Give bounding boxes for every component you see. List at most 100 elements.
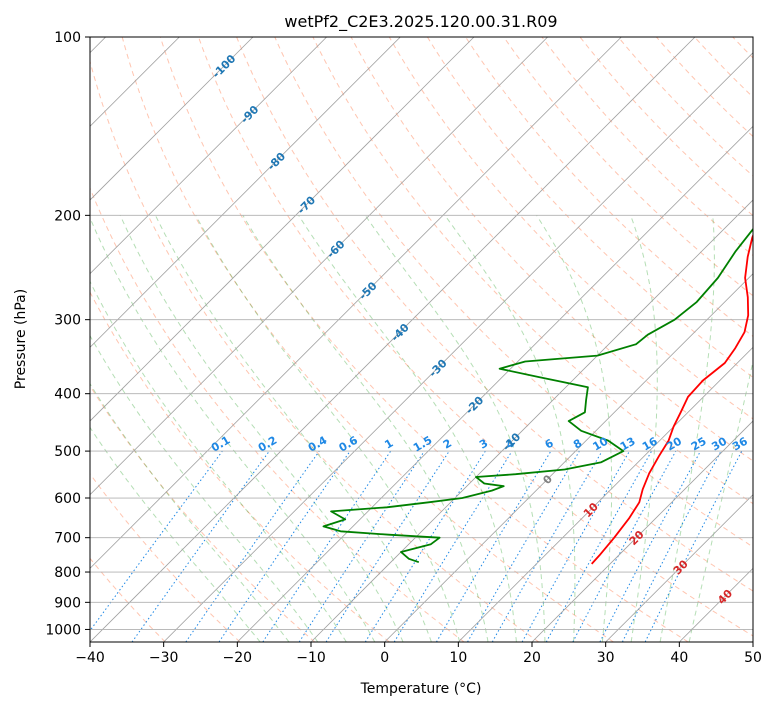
skewed-isotherm (310, 199, 753, 642)
mixing-ratio-line (572, 450, 677, 642)
dry-adiabat (312, 37, 753, 505)
moist-adiabat (90, 334, 319, 642)
y-tick-label: 800 (54, 565, 81, 581)
moist-adiabat (90, 426, 261, 642)
moist-adiabat (364, 215, 546, 642)
y-tick-label: 900 (54, 595, 81, 611)
dry-adiabat (694, 37, 753, 98)
mixing-ratio-line (435, 450, 552, 642)
dry-adiabat (121, 37, 614, 642)
isotherm-label: -60 (324, 238, 347, 261)
dry-adiabat (90, 384, 316, 642)
isotherm-label: 0 (540, 472, 555, 487)
skewed-isotherm (458, 346, 753, 642)
mixing-ratio-line (393, 450, 513, 642)
isotherm-label: 10 (581, 500, 601, 520)
moist-adiabat (688, 358, 753, 642)
isotherm-label: -30 (426, 357, 449, 380)
y-tick-label: 700 (54, 531, 81, 547)
dry-adiabat (236, 37, 753, 592)
skewed-isotherm (90, 37, 401, 348)
y-tick-label: 1000 (45, 622, 81, 638)
mixing-ratio-line (218, 450, 351, 642)
skewed-isotherm (237, 125, 753, 642)
isotherm-label: -20 (463, 393, 486, 416)
mixing-ratio-line (298, 450, 425, 642)
moist-adiabat (536, 215, 613, 642)
moist-adiabat (298, 215, 517, 642)
isotherm-label: -100 (210, 52, 239, 81)
moist-adiabat (242, 215, 489, 642)
isotherm-label: -70 (295, 193, 318, 216)
mixing-ratio-line (599, 450, 701, 642)
y-tick-label: 600 (54, 491, 81, 507)
dry-adiabat (90, 557, 166, 642)
dry-adiabat (656, 37, 753, 138)
dry-adiabat (90, 59, 540, 642)
mixing-ratio-line (521, 450, 630, 642)
mixing-ratio-label: 2 (441, 437, 454, 452)
moist-adiabat (119, 215, 404, 642)
moist-adiabat (659, 215, 715, 642)
mixing-ratio-label: 30 (709, 434, 729, 453)
skewed-isotherm (605, 494, 753, 642)
x-tick-label: 10 (449, 650, 467, 666)
moist-adiabat (90, 280, 347, 642)
dry-adiabat (90, 186, 465, 642)
mixing-ratio-line (262, 450, 392, 642)
skewed-isotherm (679, 567, 753, 642)
axis-ticks: −40 −30 −20 −10 0 10 20 30 40 5010020030040050060… (45, 30, 762, 666)
dry-adiabat (90, 291, 390, 642)
y-axis-title: Pressure (hPa) (13, 289, 29, 389)
series-lines (322, 227, 753, 565)
mixing-ratio-line (545, 450, 653, 642)
isotherm-label: -50 (356, 279, 379, 302)
moist-adiabat (630, 215, 658, 642)
x-tick-label: 30 (597, 650, 615, 666)
x-tick-label: −20 (223, 650, 253, 666)
isotherm-label: -10 (500, 430, 523, 453)
dry-adiabat (90, 472, 241, 642)
isotherm-label: 40 (715, 587, 735, 607)
skewed-isotherm (531, 420, 753, 642)
skewed-isotherm (90, 37, 254, 201)
moist-adiabat (90, 382, 290, 642)
skewed-isotherm (90, 37, 548, 496)
dry-adiabat (426, 37, 753, 379)
isotherm-label: -80 (265, 150, 288, 173)
moist-adiabat (90, 216, 376, 642)
x-tick-label: 20 (523, 650, 541, 666)
moist-adiabat (195, 215, 461, 642)
y-tick-label: 100 (54, 30, 81, 46)
mixing-ratio-line (131, 450, 270, 642)
skewed-isotherm (384, 273, 753, 642)
x-tick-label: 0 (380, 650, 389, 666)
mixing-ratio-label: 6 (543, 436, 556, 451)
mixing-ratio-label: 10 (591, 434, 611, 453)
isotherm-label: -40 (389, 321, 412, 344)
skewed-isotherm (90, 37, 475, 422)
skewed-isotherm (752, 641, 753, 642)
plot-frame (89, 36, 754, 643)
mixing-ratio-label: 3 (477, 437, 490, 452)
dry-adiabat (771, 37, 775, 642)
x-tick-label: −30 (149, 650, 179, 666)
skewed-isotherm (90, 37, 327, 275)
y-tick-label: 300 (54, 313, 81, 329)
grid-lines (90, 37, 753, 642)
mixing-ratio-label: 1 (382, 437, 395, 452)
x-tick-label: 40 (670, 650, 688, 666)
dry-adiabat (274, 37, 753, 548)
y-tick-label: 500 (54, 444, 81, 460)
skewed-isotherm (90, 37, 696, 642)
moist-adiabat (444, 215, 576, 642)
y-tick-label: 200 (54, 208, 81, 224)
chart-title: wetPf2_C2E3.2025.120.00.31.R09 (284, 12, 557, 32)
skewed-isotherm (163, 52, 753, 642)
dry-adiabat (350, 37, 753, 462)
skewed-isotherm (90, 37, 622, 569)
isotherm-label: -90 (238, 103, 261, 126)
mixing-ratio-label: 20 (664, 434, 684, 453)
isotherm-label: 20 (627, 528, 647, 548)
